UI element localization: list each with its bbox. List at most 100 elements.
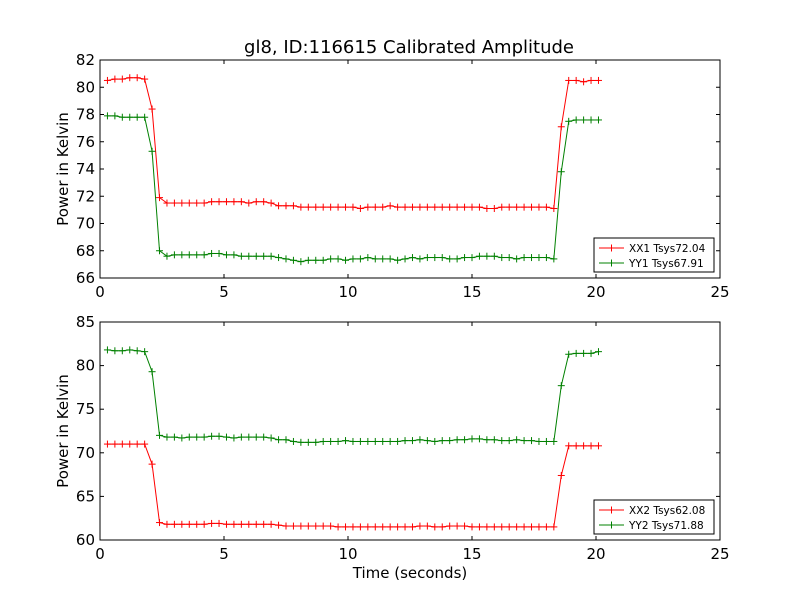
data-point xyxy=(193,251,201,259)
data-point xyxy=(245,520,253,528)
data-point xyxy=(133,74,141,82)
data-point xyxy=(133,113,141,121)
y-axis-label: Power in Kelvin xyxy=(54,374,72,488)
y-tick-label: 76 xyxy=(76,133,95,151)
data-point xyxy=(379,255,387,263)
data-point xyxy=(312,203,320,211)
data-point xyxy=(490,523,498,531)
data-point xyxy=(505,437,513,445)
data-point xyxy=(267,434,275,442)
data-point xyxy=(565,442,573,450)
data-point xyxy=(260,520,268,528)
data-point xyxy=(141,348,149,356)
data-point xyxy=(334,523,342,531)
data-point xyxy=(237,252,245,260)
data-point xyxy=(535,437,543,445)
data-point xyxy=(468,203,476,211)
data-point xyxy=(319,522,327,530)
data-point xyxy=(118,113,126,121)
data-point xyxy=(133,440,141,448)
data-point xyxy=(490,436,498,444)
data-point xyxy=(230,198,238,206)
x-tick-label: 10 xyxy=(338,545,357,563)
data-point xyxy=(453,436,461,444)
data-point xyxy=(200,251,208,259)
x-tick-label: 25 xyxy=(710,283,729,301)
data-point xyxy=(222,433,230,441)
data-point xyxy=(431,203,439,211)
x-tick-label: 20 xyxy=(586,545,605,563)
data-point xyxy=(118,75,126,83)
data-point xyxy=(423,203,431,211)
y-tick-label: 85 xyxy=(76,313,95,331)
data-point xyxy=(185,199,193,207)
data-point xyxy=(245,433,253,441)
data-point xyxy=(252,433,260,441)
data-point xyxy=(252,198,260,206)
data-point xyxy=(394,523,402,531)
data-point xyxy=(342,203,350,211)
data-point xyxy=(111,440,119,448)
data-point xyxy=(565,350,573,358)
data-point xyxy=(535,523,543,531)
legend: XX2 Tsys62.08 YY2 Tsys71.88 xyxy=(593,499,715,535)
data-point xyxy=(178,434,186,442)
data-point xyxy=(535,254,543,262)
data-point xyxy=(580,349,588,357)
data-point xyxy=(483,436,491,444)
data-point xyxy=(208,519,216,527)
data-point xyxy=(550,205,558,213)
series-line xyxy=(107,443,599,528)
figure-title: gl8, ID:116615 Calibrated Amplitude xyxy=(244,37,574,58)
data-point xyxy=(423,254,431,262)
data-point xyxy=(557,382,565,390)
data-point xyxy=(178,520,186,528)
data-point xyxy=(342,256,350,264)
data-point xyxy=(297,522,305,530)
y-tick-label: 82 xyxy=(76,51,95,69)
data-point xyxy=(438,203,446,211)
data-point xyxy=(312,522,320,530)
data-point xyxy=(297,203,305,211)
data-point xyxy=(394,256,402,264)
x-tick-label: 0 xyxy=(95,283,105,301)
series-line xyxy=(107,349,599,443)
data-point xyxy=(416,522,424,530)
data-point xyxy=(594,116,602,124)
x-tick-label: 0 xyxy=(95,545,105,563)
data-point xyxy=(587,116,595,124)
data-point xyxy=(483,252,491,260)
data-point xyxy=(364,523,372,531)
bottom-plot: 0 5 10 15 20 25 60 65 70 75 80 85 Power in Kelvin Tim… xyxy=(54,313,730,582)
data-point xyxy=(200,433,208,441)
x-tick-label: 15 xyxy=(462,545,481,563)
data-point xyxy=(475,203,483,211)
data-point xyxy=(580,116,588,124)
data-point xyxy=(483,523,491,531)
data-point xyxy=(416,255,424,263)
data-point xyxy=(438,523,446,531)
data-point xyxy=(356,437,364,445)
data-point xyxy=(550,437,558,445)
data-point xyxy=(401,437,409,445)
data-point xyxy=(490,252,498,260)
data-point xyxy=(520,254,528,262)
data-point xyxy=(505,203,513,211)
data-point xyxy=(312,438,320,446)
data-point xyxy=(580,78,588,86)
data-point xyxy=(565,117,573,125)
data-point xyxy=(267,520,275,528)
data-point xyxy=(446,255,454,263)
data-point xyxy=(356,255,364,263)
data-point xyxy=(371,203,379,211)
data-point xyxy=(468,254,476,262)
data-point xyxy=(282,202,290,210)
data-point xyxy=(215,249,223,257)
data-point xyxy=(118,440,126,448)
data-point xyxy=(594,442,602,450)
data-point xyxy=(453,203,461,211)
data-point xyxy=(185,520,193,528)
data-point xyxy=(178,251,186,259)
data-point xyxy=(408,203,416,211)
data-point xyxy=(386,437,394,445)
